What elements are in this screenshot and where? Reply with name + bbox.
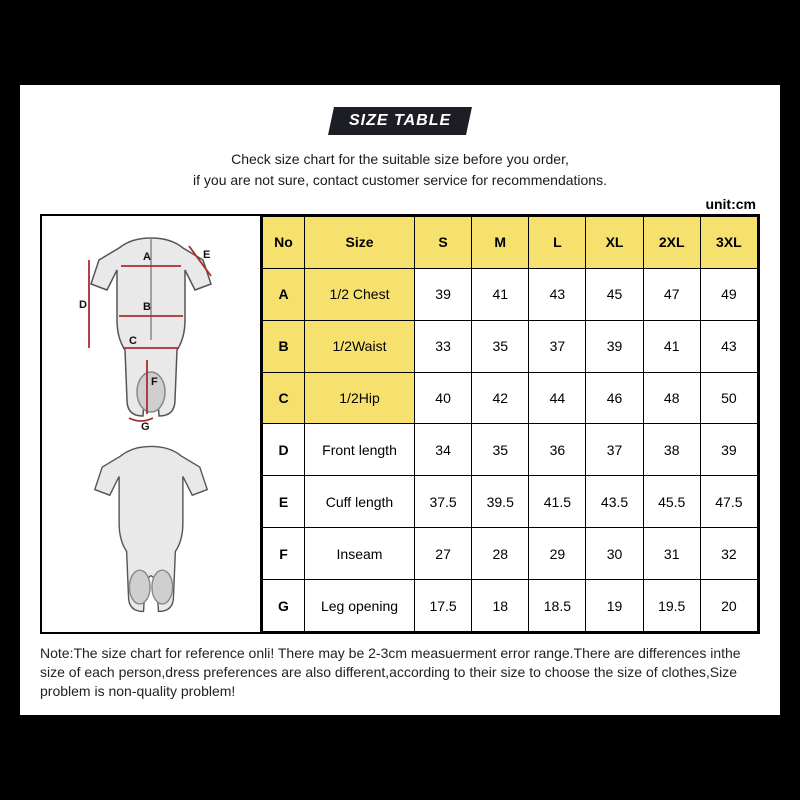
cell: 45 — [586, 268, 643, 320]
cell: 39.5 — [472, 476, 529, 528]
cell: 18 — [472, 580, 529, 632]
garment-diagram: A B C D E F G — [42, 216, 262, 632]
cell: 43 — [529, 268, 586, 320]
cell: 48 — [643, 372, 700, 424]
header-xl: XL — [586, 216, 643, 268]
cell: 38 — [643, 424, 700, 476]
table-row: ECuff length37.539.541.543.545.547.5 — [263, 476, 758, 528]
row-code: D — [263, 424, 305, 476]
row-label: 1/2Hip — [305, 372, 415, 424]
cell: 42 — [472, 372, 529, 424]
row-label: Front length — [305, 424, 415, 476]
cell: 32 — [700, 528, 757, 580]
cell: 20 — [700, 580, 757, 632]
cell: 47 — [643, 268, 700, 320]
row-code: G — [263, 580, 305, 632]
cell: 36 — [529, 424, 586, 476]
size-table-card: SIZE TABLE Check size chart for the suit… — [20, 85, 780, 714]
row-label: Cuff length — [305, 476, 415, 528]
title-wrap: SIZE TABLE — [40, 107, 760, 135]
cell: 41 — [643, 320, 700, 372]
cell: 35 — [472, 424, 529, 476]
cell: 29 — [529, 528, 586, 580]
row-label: 1/2Waist — [305, 320, 415, 372]
header-m: M — [472, 216, 529, 268]
cell: 39 — [700, 424, 757, 476]
cell: 46 — [586, 372, 643, 424]
header-no: No — [263, 216, 305, 268]
cell: 19.5 — [643, 580, 700, 632]
cell: 47.5 — [700, 476, 757, 528]
svg-text:D: D — [79, 299, 87, 311]
svg-text:A: A — [143, 251, 151, 263]
cell: 39 — [586, 320, 643, 372]
back-sketch-icon — [76, 438, 226, 618]
svg-text:F: F — [151, 376, 158, 388]
header-3xl: 3XL — [700, 216, 757, 268]
table-row: C1/2Hip404244464850 — [263, 372, 758, 424]
svg-text:B: B — [143, 301, 151, 313]
header-2xl: 2XL — [643, 216, 700, 268]
table-row: A1/2 Chest394143454749 — [263, 268, 758, 320]
cell: 31 — [643, 528, 700, 580]
row-code: A — [263, 268, 305, 320]
cell: 37.5 — [415, 476, 472, 528]
header-s: S — [415, 216, 472, 268]
table-row: GLeg opening17.51818.51919.520 — [263, 580, 758, 632]
title-text: SIZE TABLE — [349, 112, 451, 130]
row-label: Leg opening — [305, 580, 415, 632]
row-label: 1/2 Chest — [305, 268, 415, 320]
cell: 18.5 — [529, 580, 586, 632]
cell: 30 — [586, 528, 643, 580]
row-code: E — [263, 476, 305, 528]
table-row: FInseam272829303132 — [263, 528, 758, 580]
row-code: C — [263, 372, 305, 424]
svg-text:E: E — [203, 249, 210, 261]
cell: 43.5 — [586, 476, 643, 528]
subtitle-line-2: if you are not sure, contact customer se… — [193, 172, 607, 188]
note-text: Note:The size chart for reference onli! … — [40, 644, 760, 701]
cell: 43 — [700, 320, 757, 372]
svg-text:C: C — [129, 335, 137, 347]
title-badge: SIZE TABLE — [328, 107, 472, 135]
cell: 35 — [472, 320, 529, 372]
cell: 37 — [529, 320, 586, 372]
size-table: NoSizeSMLXL2XL3XLA1/2 Chest394143454749B… — [262, 216, 758, 632]
row-code: F — [263, 528, 305, 580]
cell: 37 — [586, 424, 643, 476]
cell: 40 — [415, 372, 472, 424]
row-code: B — [263, 320, 305, 372]
cell: 34 — [415, 424, 472, 476]
cell: 50 — [700, 372, 757, 424]
size-table-body: NoSizeSMLXL2XL3XLA1/2 Chest394143454749B… — [263, 216, 758, 631]
table-row: B1/2Waist333537394143 — [263, 320, 758, 372]
front-sketch-icon: A B C D E F G — [71, 230, 231, 430]
cell: 44 — [529, 372, 586, 424]
cell: 41 — [472, 268, 529, 320]
table-row: DFront length343536373839 — [263, 424, 758, 476]
subtitle-line-1: Check size chart for the suitable size b… — [231, 151, 569, 167]
cell: 49 — [700, 268, 757, 320]
header-size: Size — [305, 216, 415, 268]
cell: 33 — [415, 320, 472, 372]
cell: 17.5 — [415, 580, 472, 632]
unit-label: unit:cm — [40, 196, 756, 212]
cell: 27 — [415, 528, 472, 580]
svg-text:G: G — [141, 421, 150, 430]
header-l: L — [529, 216, 586, 268]
cell: 28 — [472, 528, 529, 580]
row-label: Inseam — [305, 528, 415, 580]
cell: 19 — [586, 580, 643, 632]
cell: 41.5 — [529, 476, 586, 528]
content-grid: A B C D E F G NoSizeSMLXL2XL3XLA1/2 — [40, 214, 760, 634]
subtitle: Check size chart for the suitable size b… — [40, 149, 760, 190]
cell: 45.5 — [643, 476, 700, 528]
cell: 39 — [415, 268, 472, 320]
